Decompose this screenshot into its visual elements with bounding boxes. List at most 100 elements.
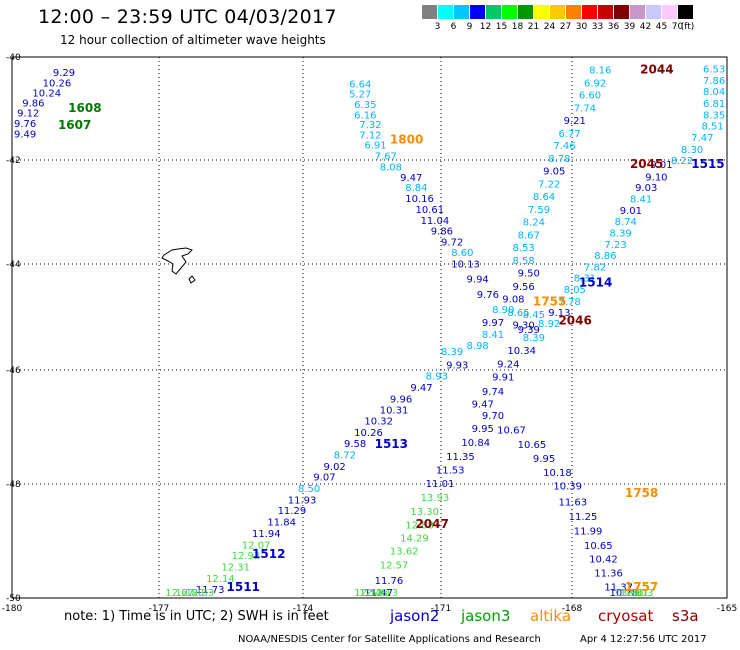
wave-height-value: 8.58: [513, 256, 535, 267]
wave-height-value: 9.47: [472, 400, 494, 411]
wave-height-value: 8.39: [441, 347, 463, 358]
wave-height-value: 13.30: [410, 507, 439, 518]
lat-tick-label: -44: [6, 260, 21, 270]
wave-height-value: 11.35: [446, 452, 475, 463]
wave-height-value: 8.41: [630, 195, 652, 206]
wave-height-value: 6.60: [579, 91, 601, 102]
wave-height-value: 7.23: [604, 240, 626, 251]
map-border: [11, 56, 728, 599]
wave-height-value: 10.78: [610, 588, 639, 599]
scale-label: 6: [450, 22, 457, 32]
wave-height-value: 8.74: [615, 217, 637, 228]
scale-swatch: [598, 5, 613, 19]
cryosat-pass-time: 2044: [640, 62, 673, 76]
wave-height-value: 9.95: [472, 424, 494, 435]
wave-height-value: 12.92: [232, 551, 261, 562]
scale-label: 36: [607, 22, 620, 32]
map-frame: [11, 56, 728, 599]
scale-label: (ft): [680, 22, 695, 32]
wave-height-value: 12.48: [359, 588, 388, 599]
cryosat-pass-time: 2047: [415, 517, 448, 531]
wave-height-value: 9.49: [14, 129, 36, 140]
wave-height-value: 11.01: [426, 479, 455, 490]
wave-height-value: 9.01: [650, 160, 672, 171]
wave-height-value: 8.65: [507, 308, 529, 319]
wave-height-value: 7.32: [359, 120, 381, 131]
wave-height-value: 10.61: [415, 205, 444, 216]
legend-jason3: jason3: [461, 607, 511, 625]
wave-height-value: 12.67: [165, 588, 194, 599]
wave-height-value: 11.04: [421, 216, 450, 227]
wave-height-value: 9.39: [518, 325, 540, 336]
scale-swatch: [438, 5, 453, 19]
wave-height-value: 10.13: [451, 260, 480, 271]
lat-tick-label: -42: [6, 156, 21, 166]
wave-height-value: 9.91: [492, 372, 514, 383]
wave-height-value: 12.31: [221, 563, 250, 574]
wave-height-value: 11.53: [436, 466, 465, 477]
wave-height-value: 7.12: [359, 130, 381, 141]
wave-height-value: 8.98: [467, 341, 489, 352]
wave-height-value: 7.74: [574, 104, 596, 115]
wave-height-value: 12.57: [380, 560, 409, 571]
wave-height-value: 11.76: [375, 576, 404, 587]
wave-height-value: 6.92: [584, 78, 606, 89]
legend-altika: altika: [530, 607, 572, 625]
scale-label: 45: [655, 22, 668, 32]
scale-label: 42: [639, 22, 652, 32]
wave-height-value: 6.35: [354, 100, 376, 111]
wave-height-value: 8.16: [589, 65, 611, 76]
wave-height-value: 7.82: [584, 262, 606, 273]
wave-height-value: 13.62: [390, 547, 419, 558]
scale-label: 3: [434, 22, 441, 32]
wave-height-value: 10.26: [354, 428, 383, 439]
wave-height-value: 9.29: [53, 68, 75, 79]
wave-height-value: 9.30: [513, 321, 535, 332]
wave-height-value: 9.13: [548, 308, 570, 319]
wave-height-value: 9.70: [482, 411, 504, 422]
wave-height-value: 10.26: [43, 78, 72, 89]
wave-height-value: 11.47: [364, 588, 393, 599]
wave-height-value: 10.24: [32, 89, 61, 100]
wave-height-value: 12.33: [186, 588, 215, 599]
generation-timestamp: Apr 4 12:27:56 UTC 2017: [580, 634, 707, 645]
scale-swatch: [614, 5, 629, 19]
wave-height-value: 9.86: [22, 98, 44, 109]
lon-tick-label: -174: [293, 604, 314, 614]
altika-pass-time: 1755: [533, 294, 566, 308]
jason2-pass-time: 1512: [252, 547, 285, 561]
wave-height-value: 6.77: [558, 129, 580, 140]
wave-height-value: 9.76: [14, 119, 36, 130]
wave-height-value: 10.34: [507, 346, 536, 357]
scale-swatch: [582, 5, 597, 19]
wave-height-value: 9.96: [390, 394, 412, 405]
wave-height-value: 7.47: [691, 133, 713, 144]
wave-height-value: 9.94: [467, 275, 489, 286]
wave-height-value: 9.24: [497, 359, 519, 370]
wave-height-value: 7.46: [553, 141, 575, 152]
altika-pass-time: 1800: [390, 133, 423, 147]
wave-height-value: 10.39: [553, 482, 582, 493]
scale-label: 21: [527, 22, 540, 32]
wave-height-value: 9.08: [502, 295, 524, 306]
wave-height-value: 8.08: [380, 162, 402, 173]
wave-height-value: 11.94: [252, 529, 281, 540]
wave-height-value: 9.47: [410, 383, 432, 394]
wave-height-value: 7.67: [375, 151, 397, 162]
jason2-pass-time: 1514: [579, 275, 612, 289]
wave-height-value: 9.76: [477, 290, 499, 301]
wave-height-value: 12.80: [175, 588, 204, 599]
jason2-pass-time: 1511: [227, 580, 260, 594]
wave-height-value: 8.05: [564, 285, 586, 296]
wave-height-value: 12.88: [405, 520, 434, 531]
scale-swatch: [550, 5, 565, 19]
scale-label: 27: [559, 22, 572, 32]
wave-height-value: 12.13: [370, 588, 399, 599]
wave-height-value: 8.72: [334, 450, 356, 461]
wave-height-value: 11.84: [267, 518, 296, 529]
wave-height-value: 7.78: [558, 297, 580, 308]
wave-height-value: 9.93: [446, 360, 468, 371]
cryosat-pass-time: 2045: [630, 157, 663, 171]
wave-height-value: 10.65: [584, 541, 613, 552]
scale-swatch: [534, 5, 549, 19]
